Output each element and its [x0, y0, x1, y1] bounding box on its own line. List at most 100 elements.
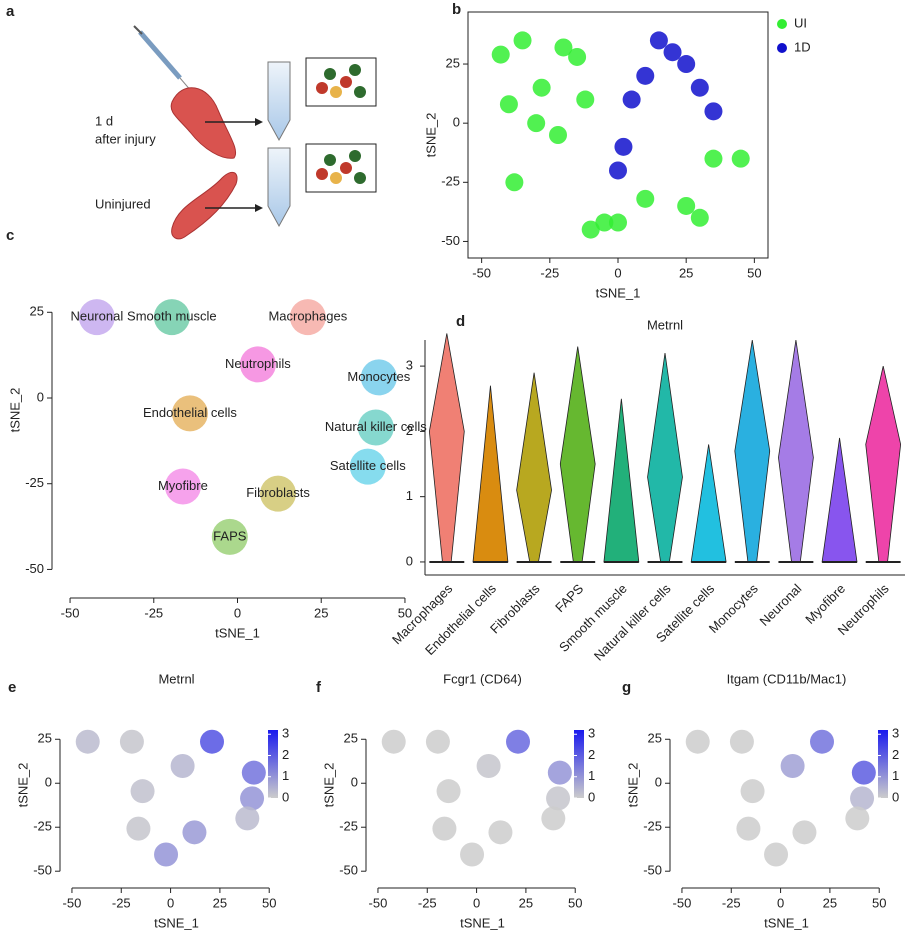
- condition-label: 1 d: [95, 113, 113, 128]
- cluster-expression: [235, 806, 260, 831]
- cluster-expression: [792, 820, 817, 845]
- cluster: [260, 475, 297, 512]
- colorbar: [574, 730, 584, 798]
- cluster-expression: [170, 754, 195, 778]
- y-tick-label: -50: [441, 233, 460, 248]
- cluster-label: Monocytes: [347, 369, 410, 384]
- cluster-expression: [764, 842, 789, 867]
- violin: [821, 437, 858, 563]
- cluster-expression: [436, 779, 461, 804]
- y-tick-label: 25: [30, 304, 44, 319]
- cluster-label: Myofibre: [158, 478, 208, 493]
- x-tick-label: -25: [144, 605, 163, 620]
- y-axis-label: tSNE_2: [321, 763, 336, 808]
- point: [581, 220, 600, 239]
- cluster-expression: [780, 754, 805, 778]
- y-axis-label: tSNE_2: [423, 113, 438, 158]
- cluster-expression: [130, 779, 155, 804]
- x-axis-label: tSNE_1: [154, 915, 199, 930]
- cluster: [164, 468, 201, 505]
- violin: [472, 385, 509, 563]
- cluster-expression: [541, 806, 566, 831]
- y-tick-label: 25: [38, 731, 52, 746]
- cluster-expression: [154, 842, 179, 867]
- colorbar-label: 1: [282, 768, 289, 783]
- panel-letter: c: [6, 227, 14, 244]
- x-tick-label: Neuronal: [757, 581, 805, 629]
- point: [622, 90, 641, 109]
- point: [554, 38, 573, 57]
- legend-swatch: [777, 19, 787, 29]
- point: [549, 126, 567, 144]
- point: [663, 43, 682, 62]
- point: [595, 213, 614, 232]
- x-tick-label: 25: [519, 895, 533, 910]
- x-tick-label: 25: [314, 605, 328, 620]
- condition-label: after injury: [95, 131, 156, 146]
- y-tick-label: 0: [655, 775, 662, 790]
- cluster-expression: [851, 760, 876, 785]
- cluster: [289, 299, 326, 336]
- x-axis-label: tSNE_1: [764, 915, 809, 930]
- x-tick-label: 0: [473, 895, 480, 910]
- y-tick-label: 25: [344, 731, 358, 746]
- y-tick-label: 3: [406, 358, 413, 373]
- legend-swatch: [777, 43, 787, 53]
- x-axis-label: tSNE_1: [460, 915, 505, 930]
- y-tick-label: 25: [648, 731, 662, 746]
- panel-letter: d: [456, 313, 465, 330]
- cluster-label: Neuronal: [70, 309, 123, 324]
- point: [576, 90, 595, 109]
- cluster-expression: [432, 816, 457, 841]
- cluster-label: Macrophages: [268, 309, 347, 324]
- y-tick-label: 0: [351, 775, 358, 790]
- cluster-expression: [200, 729, 225, 754]
- muscle: [170, 87, 236, 159]
- cluster-expression: [506, 729, 531, 754]
- point: [499, 95, 518, 114]
- cluster-expression: [240, 786, 265, 811]
- point: [505, 173, 524, 192]
- violin: [559, 346, 596, 563]
- panel-letter: b: [452, 1, 461, 18]
- violin: [516, 372, 552, 563]
- point: [690, 208, 709, 227]
- cluster-label: Endothelial cells: [143, 405, 237, 420]
- y-tick-label: 25: [446, 55, 460, 70]
- cluster-label: Neutrophils: [225, 356, 291, 371]
- violin: [865, 366, 902, 563]
- point: [731, 149, 750, 168]
- cluster-expression: [685, 729, 710, 754]
- point: [513, 31, 532, 50]
- cluster-expression: [119, 729, 144, 754]
- cluster-expression: [740, 779, 765, 804]
- point: [649, 31, 668, 50]
- y-tick-label: 0: [45, 775, 52, 790]
- cluster-expression: [425, 729, 450, 754]
- cluster: [360, 359, 397, 396]
- x-axis-label: tSNE_1: [596, 285, 641, 300]
- y-tick-label: 2: [406, 423, 413, 438]
- x-tick-label: 50: [262, 895, 276, 910]
- cluster: [239, 346, 276, 383]
- point: [677, 196, 696, 215]
- x-tick-label: FAPS: [552, 581, 586, 615]
- x-tick-label: -50: [63, 895, 82, 910]
- cells: [316, 64, 366, 184]
- y-axis-label: tSNE_2: [625, 763, 640, 808]
- panel-letter: e: [8, 679, 16, 696]
- x-tick-label: 50: [872, 895, 886, 910]
- y-tick-label: -25: [441, 174, 460, 189]
- arrow-head: [255, 118, 263, 126]
- colorbar-label: 3: [892, 726, 899, 741]
- point: [609, 161, 627, 180]
- cluster-expression: [126, 816, 151, 841]
- cluster: [211, 518, 248, 555]
- x-tick-label: 0: [234, 605, 241, 620]
- colorbar-label: 0: [588, 789, 595, 804]
- colorbar-label: 1: [588, 768, 595, 783]
- x-tick-label: -25: [722, 895, 741, 910]
- cluster-expression: [75, 729, 100, 754]
- point: [609, 213, 627, 232]
- y-tick-label: -25: [643, 819, 662, 834]
